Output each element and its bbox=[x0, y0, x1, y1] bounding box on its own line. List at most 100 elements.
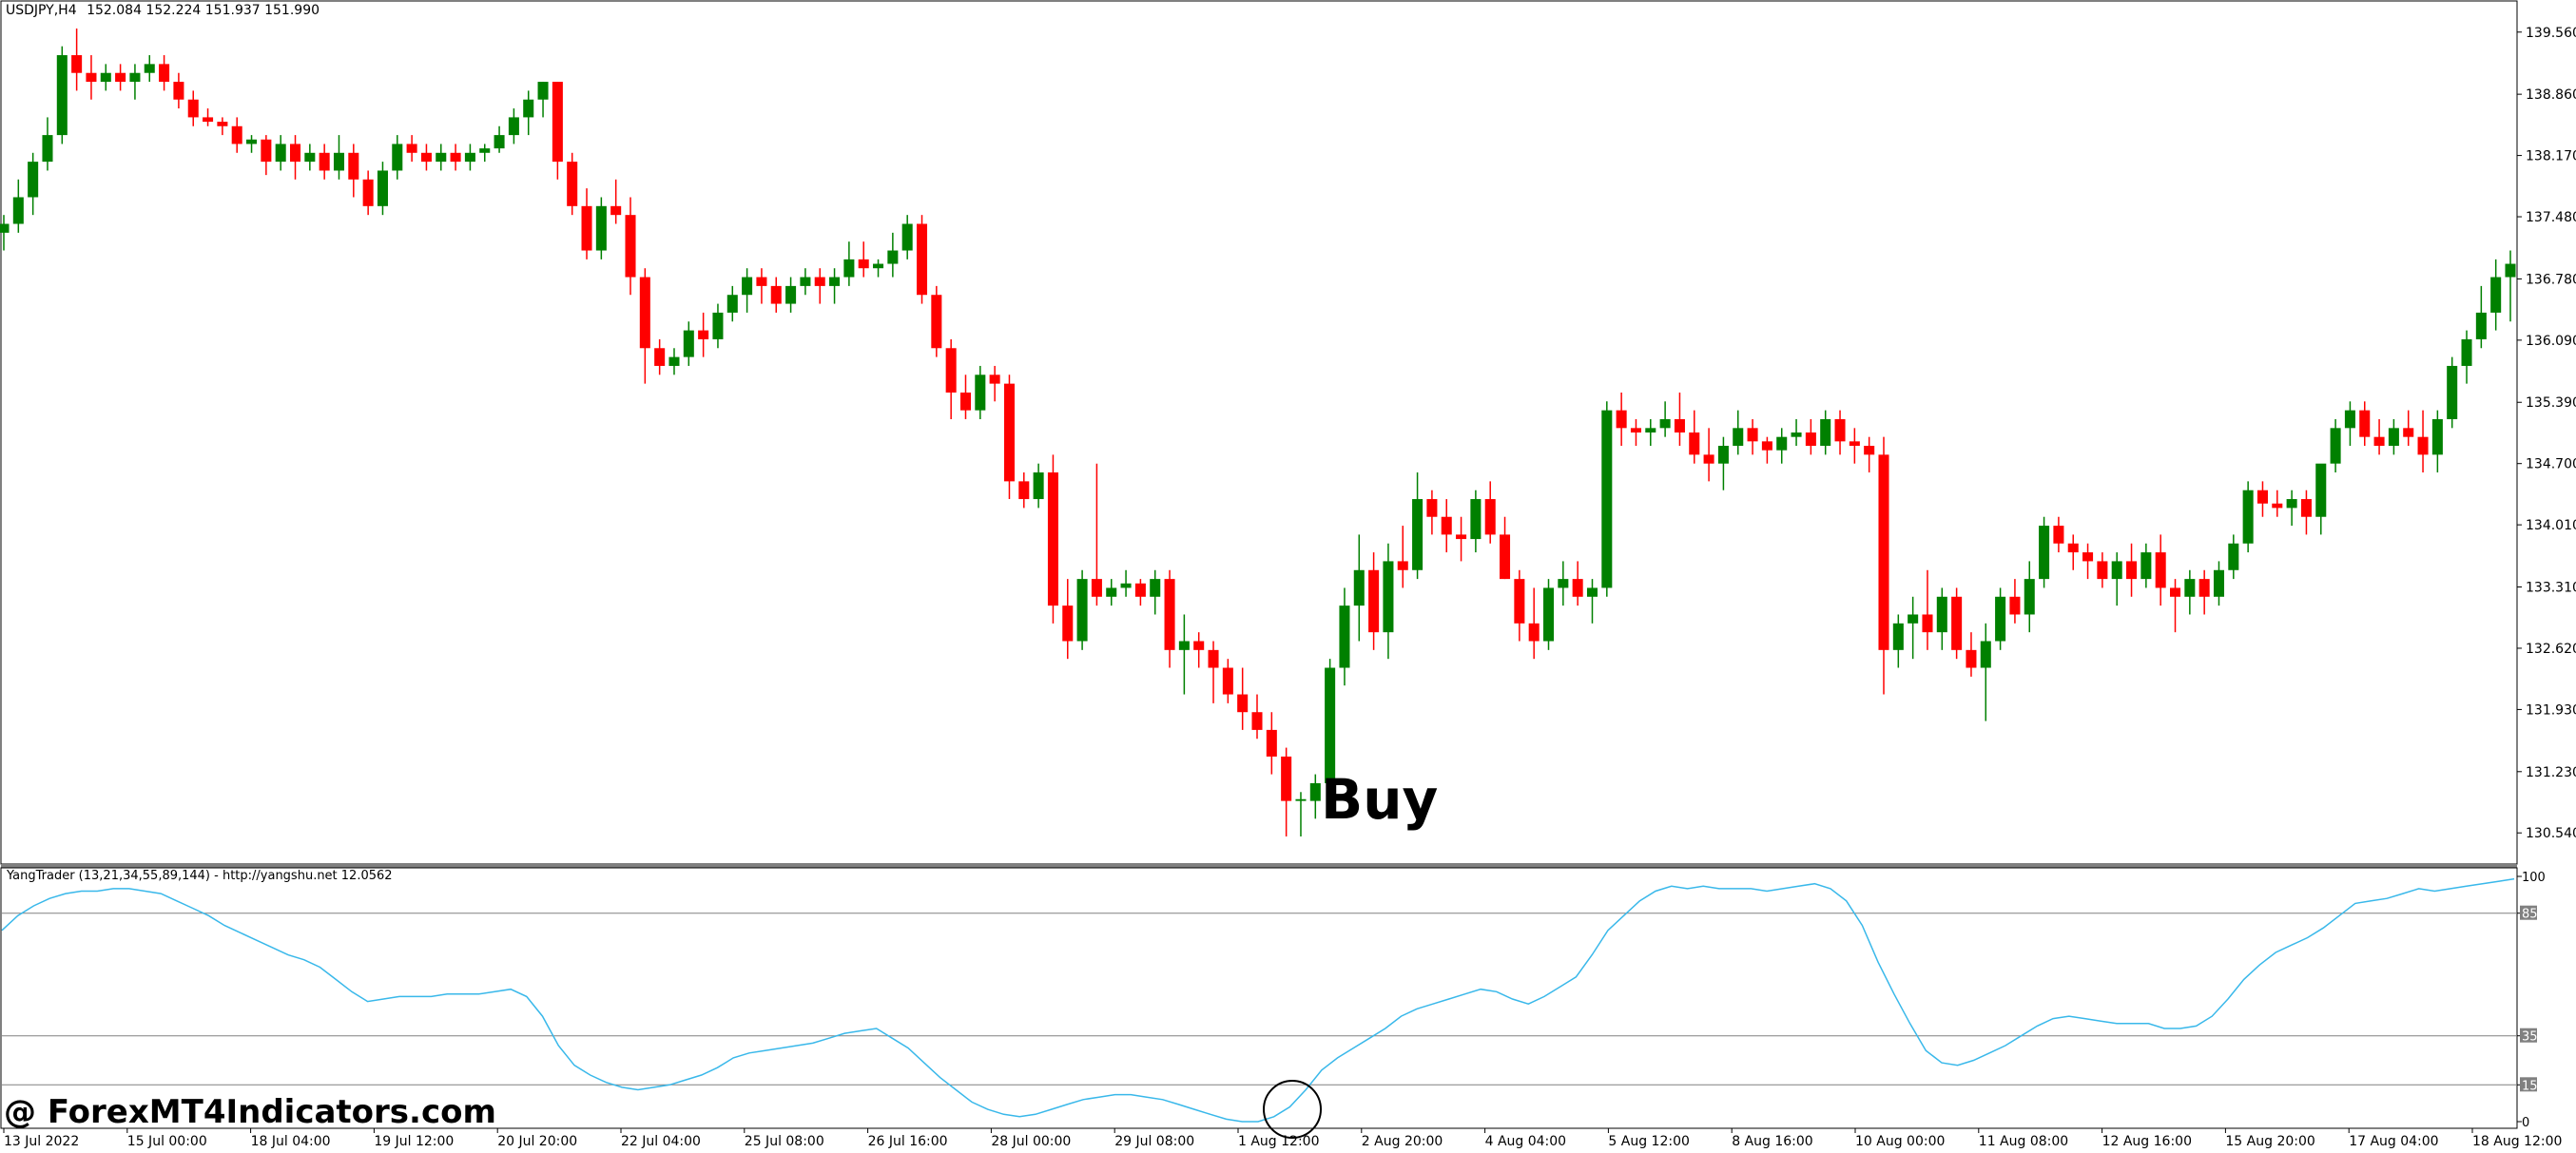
candle-body bbox=[1062, 605, 1074, 642]
time-tick-label: 18 Aug 12:00 bbox=[2472, 1134, 2562, 1149]
candle-body bbox=[770, 285, 782, 304]
candle bbox=[1222, 659, 1233, 703]
candle bbox=[975, 365, 986, 419]
candle-body bbox=[2490, 277, 2502, 313]
time-axis: 13 Jul 2022 15 Jul 00:00 18 Jul 04:00 19 Ju… bbox=[3, 1128, 2562, 1149]
candle bbox=[537, 82, 549, 118]
candle-body bbox=[319, 152, 330, 171]
candle bbox=[1980, 623, 1991, 721]
candle bbox=[2256, 481, 2268, 517]
candle bbox=[2155, 534, 2166, 606]
candle-body bbox=[333, 152, 345, 171]
candle bbox=[479, 144, 491, 163]
candle-body bbox=[1791, 432, 1802, 437]
candle-body bbox=[916, 223, 928, 296]
candle-body bbox=[2097, 561, 2108, 580]
candle-body bbox=[2039, 526, 2050, 580]
candle-body bbox=[1222, 667, 1233, 695]
candle bbox=[2461, 330, 2472, 384]
candle-body bbox=[2417, 436, 2429, 455]
candle bbox=[246, 135, 258, 153]
candle-body bbox=[275, 144, 286, 163]
candle bbox=[1091, 463, 1102, 606]
candle-body bbox=[392, 144, 403, 171]
candle-body bbox=[989, 375, 1000, 384]
indicator-line bbox=[1, 877, 2515, 1123]
candle bbox=[1791, 418, 1802, 447]
price-tick-label: 137.480 bbox=[2526, 210, 2576, 225]
candle-body bbox=[1995, 596, 2006, 642]
candle bbox=[1251, 694, 1263, 740]
candle bbox=[800, 268, 811, 296]
candle bbox=[159, 55, 170, 91]
indicator-levels bbox=[2, 913, 2516, 1086]
candle-body bbox=[2315, 463, 2327, 517]
candle-body bbox=[2403, 428, 2414, 437]
candle-body bbox=[2067, 543, 2079, 553]
price-tick-label: 139.560 bbox=[2526, 26, 2576, 41]
candle bbox=[698, 312, 709, 357]
candle bbox=[1659, 401, 1671, 437]
candle bbox=[1325, 659, 1336, 793]
candle bbox=[348, 144, 359, 198]
candle bbox=[1412, 472, 1424, 580]
buy-signal-circle bbox=[1263, 1080, 1322, 1139]
candle-body bbox=[1003, 383, 1015, 482]
candle bbox=[1514, 569, 1525, 642]
candle-body bbox=[479, 148, 491, 153]
candle bbox=[2228, 534, 2239, 580]
candle-body bbox=[1178, 641, 1190, 650]
candle-body bbox=[1266, 729, 1277, 757]
candle bbox=[1908, 596, 1919, 660]
candle-body bbox=[2111, 561, 2122, 580]
candle-body bbox=[362, 179, 374, 206]
time-tick-label: 13 Jul 2022 bbox=[4, 1134, 79, 1149]
candle-body bbox=[56, 55, 68, 136]
candle-body bbox=[406, 144, 417, 153]
indicator-level-badge bbox=[2520, 1077, 2537, 1092]
candle bbox=[683, 321, 694, 366]
candle bbox=[1747, 418, 1758, 455]
candle bbox=[1134, 579, 1146, 606]
candle bbox=[1033, 463, 1044, 509]
candle-body bbox=[1601, 410, 1613, 588]
indicator-tick-label: 100 bbox=[2522, 871, 2546, 885]
candle bbox=[1892, 614, 1904, 668]
time-tick-label: 4 Aug 04:00 bbox=[1485, 1134, 1567, 1149]
candle-body bbox=[159, 64, 170, 83]
candle-body bbox=[1834, 418, 1846, 442]
candle bbox=[1076, 569, 1088, 650]
candle-body bbox=[86, 72, 97, 83]
candle bbox=[2373, 418, 2385, 455]
candle-body bbox=[1951, 596, 1963, 650]
candle-body bbox=[1966, 649, 1977, 668]
time-tick-label: 2 Aug 20:00 bbox=[1362, 1134, 1443, 1149]
candle-body bbox=[1747, 428, 1758, 442]
candle bbox=[464, 144, 475, 171]
candle-body bbox=[2169, 587, 2181, 597]
candle bbox=[1500, 516, 1511, 580]
candle bbox=[2359, 401, 2371, 447]
time-tick-label: 26 Jul 16:00 bbox=[868, 1134, 948, 1149]
candle-body bbox=[1936, 596, 1947, 633]
candle bbox=[304, 144, 316, 171]
candle bbox=[610, 179, 622, 224]
candle-body bbox=[814, 277, 825, 286]
candle bbox=[392, 135, 403, 180]
candle bbox=[2111, 552, 2122, 606]
candle-body bbox=[1500, 534, 1511, 580]
pane-separator[interactable] bbox=[1, 864, 2517, 868]
candle bbox=[450, 144, 461, 171]
candle-body bbox=[843, 259, 855, 278]
candle bbox=[1733, 410, 1744, 455]
candle-body bbox=[887, 250, 899, 264]
candle bbox=[1689, 410, 1700, 464]
candle bbox=[377, 162, 388, 216]
candle-body bbox=[1922, 614, 1933, 633]
candle bbox=[901, 215, 913, 259]
candle bbox=[843, 241, 855, 286]
candle bbox=[1353, 534, 1365, 642]
candle-body bbox=[1805, 432, 1816, 447]
